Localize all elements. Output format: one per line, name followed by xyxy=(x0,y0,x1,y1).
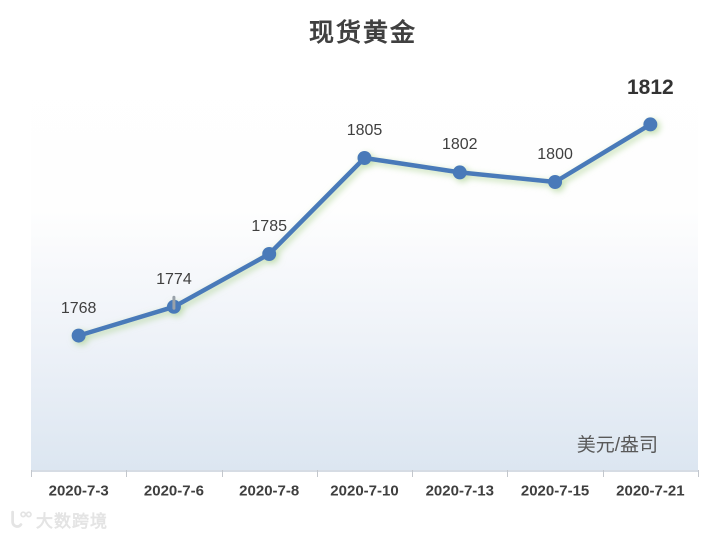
x-axis-tick xyxy=(221,470,223,477)
x-axis-tick xyxy=(412,470,414,477)
data-point-label: 1768 xyxy=(60,299,97,317)
data-point-label: 1774 xyxy=(156,270,192,288)
x-axis-label: 2020-7-13 xyxy=(425,482,494,500)
x-axis-label: 2020-7-3 xyxy=(48,482,109,500)
data-point-label: 1800 xyxy=(537,146,573,163)
x-axis-tick xyxy=(698,470,699,477)
x-axis-label: 2020-7-21 xyxy=(616,482,685,500)
chart-title: 现货黄金 xyxy=(308,19,417,47)
data-point-label: 1802 xyxy=(441,136,478,154)
x-axis-tick xyxy=(602,470,604,477)
x-axis-label: 2020-7-10 xyxy=(330,482,399,500)
x-axis-label: 2020-7-15 xyxy=(520,482,590,500)
x-axis-tick xyxy=(126,470,128,477)
data-point-label: 1805 xyxy=(346,122,383,139)
unit-label: 美元/盎司 xyxy=(576,435,658,456)
watermark-text: 大数跨境 xyxy=(36,512,108,531)
watermark: 大数跨境 xyxy=(8,507,108,532)
logo-icon xyxy=(11,510,32,528)
x-axis-tick xyxy=(316,470,318,477)
data-point-label: 1785 xyxy=(251,218,287,235)
data-point-label: 1812 xyxy=(626,76,674,100)
x-axis-label: 2020-7-6 xyxy=(143,482,204,500)
x-axis-tick xyxy=(31,470,32,477)
x-axis-tick xyxy=(507,470,509,477)
x-axis-label: 2020-7-8 xyxy=(239,482,300,500)
